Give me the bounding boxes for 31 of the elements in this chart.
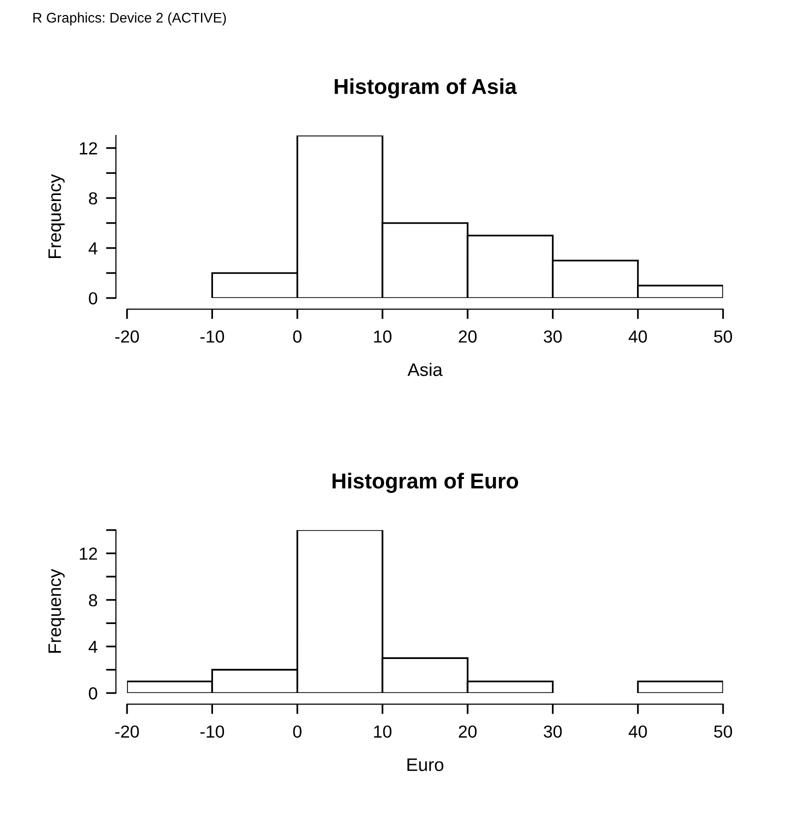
x-tick-label: 20 (458, 330, 477, 343)
x-tick-label: 10 (374, 330, 392, 343)
x-axis-title: Euro (407, 758, 444, 772)
y-tick-label: 0 (88, 687, 98, 700)
x-tick-label: 50 (714, 330, 732, 343)
y-tick-label: 4 (88, 640, 98, 653)
y-tick-label: 8 (88, 594, 98, 606)
x-tick-label: 30 (544, 725, 562, 738)
x-tick-label: 10 (374, 725, 392, 738)
x-tick-label: 50 (714, 725, 732, 738)
x-tick-label: 0 (293, 725, 302, 738)
x-tick-label: 20 (458, 725, 477, 738)
x-tick-label: -20 (115, 725, 139, 738)
x-axis-title: Asia (408, 362, 443, 376)
text: R Graphics: Device 2 (ACTIVE) (33, 12, 226, 26)
y-axis-title: Frequency (48, 568, 65, 653)
x-tick-label: -10 (200, 725, 224, 738)
x-tick-label: 0 (293, 330, 302, 343)
y-tick-label: 12 (80, 548, 97, 560)
x-tick-label: 30 (544, 330, 562, 343)
y-tick-label: 12 (80, 142, 97, 154)
x-tick-label: 40 (628, 330, 647, 343)
x-tick-label: -20 (115, 330, 139, 343)
y-tick-label: 4 (88, 242, 98, 254)
y-tick-label: 8 (88, 192, 98, 204)
chart-title: Histogram of Asia (334, 78, 517, 98)
y-axis-title: Frequency (48, 174, 65, 258)
y-tick-label: 0 (88, 292, 98, 304)
x-tick-label: 40 (628, 725, 647, 738)
x-tick-label: -10 (200, 330, 224, 343)
chart-title: Histogram of Euro (332, 472, 518, 493)
